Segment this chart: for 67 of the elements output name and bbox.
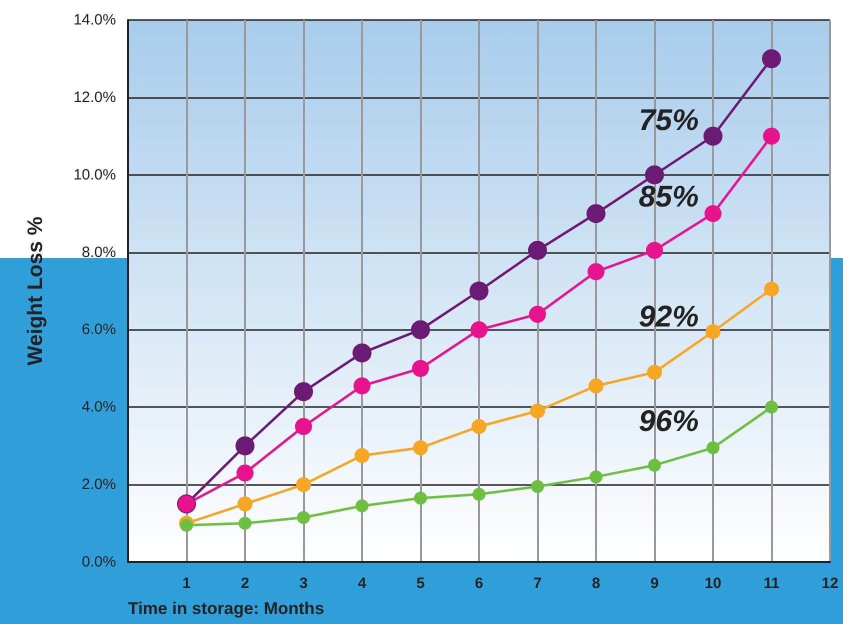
point xyxy=(528,240,547,260)
point xyxy=(354,448,370,464)
x-tick-label: 6 xyxy=(474,575,484,592)
x-tick-label: 1 xyxy=(182,575,191,592)
x-tick-label: 12 xyxy=(822,575,838,592)
point xyxy=(764,282,779,297)
point xyxy=(645,165,664,184)
point xyxy=(762,49,781,68)
point xyxy=(646,242,663,259)
point xyxy=(706,441,720,454)
point xyxy=(356,499,368,512)
point xyxy=(704,126,722,146)
point xyxy=(704,205,722,222)
y-tick-label: 8.0% xyxy=(82,244,116,261)
point xyxy=(295,418,312,435)
point xyxy=(413,440,428,456)
x-tick-label: 3 xyxy=(299,575,308,592)
x-tick-label: 2 xyxy=(240,575,250,592)
series-label: 96% xyxy=(638,405,699,438)
point xyxy=(411,320,430,340)
x-tick-label: 10 xyxy=(704,575,722,592)
point xyxy=(590,470,602,484)
point xyxy=(706,324,720,340)
x-tick-label: 5 xyxy=(416,575,425,592)
point xyxy=(586,204,606,224)
point xyxy=(470,321,488,338)
point xyxy=(180,518,193,532)
point xyxy=(530,404,545,419)
point xyxy=(238,516,252,530)
point xyxy=(588,263,604,280)
y-tick-label: 6.0% xyxy=(82,321,116,338)
point xyxy=(470,282,488,300)
series-label: 92% xyxy=(638,300,699,334)
point xyxy=(412,360,429,377)
y-tick-label: 10.0% xyxy=(73,166,116,184)
series-label: 85% xyxy=(638,180,699,214)
x-tick-label: 4 xyxy=(358,575,367,592)
point xyxy=(414,492,427,505)
point xyxy=(529,306,546,323)
point xyxy=(352,343,372,362)
y-tick-label: 4.0% xyxy=(82,398,116,416)
x-tick-label: 11 xyxy=(764,575,780,592)
point xyxy=(236,464,254,482)
point xyxy=(765,400,778,414)
y-axis-title: Weight Loss % xyxy=(24,216,47,366)
y-tick-label: 2.0% xyxy=(82,476,116,494)
point xyxy=(472,488,486,501)
point xyxy=(647,364,662,380)
point xyxy=(236,436,254,456)
point xyxy=(297,510,310,524)
point xyxy=(531,480,544,494)
x-tick-label: 8 xyxy=(592,575,600,592)
y-tick-label: 0.0% xyxy=(82,554,116,570)
point xyxy=(296,477,311,492)
x-tick-label: 9 xyxy=(650,575,659,592)
point xyxy=(238,496,252,512)
point xyxy=(588,378,604,394)
point xyxy=(648,458,661,472)
point xyxy=(354,377,370,394)
x-axis-title: Time in storage: Months xyxy=(128,599,324,618)
point xyxy=(763,128,780,145)
y-tick-label: 12.0% xyxy=(73,88,116,106)
x-tick-label: 7 xyxy=(533,575,542,592)
point xyxy=(472,419,486,434)
y-tick-label: 14.0% xyxy=(73,12,116,28)
series-label: 75% xyxy=(638,104,699,137)
point xyxy=(294,382,313,402)
